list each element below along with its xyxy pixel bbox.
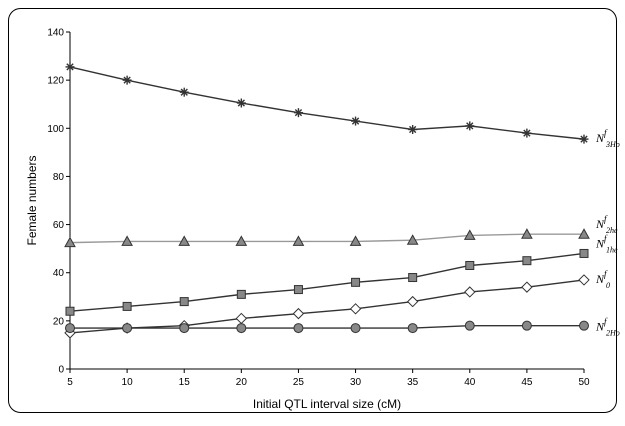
y-tick-label: 100 bbox=[47, 124, 64, 135]
data-point bbox=[236, 289, 246, 299]
data-point bbox=[293, 285, 303, 295]
data-point bbox=[407, 323, 418, 334]
x-tick-label: 40 bbox=[464, 377, 476, 388]
series-line bbox=[69, 252, 585, 312]
data-point bbox=[406, 295, 419, 308]
data-point bbox=[65, 323, 75, 334]
y-axis-title: Female numbers bbox=[25, 155, 39, 245]
data-point bbox=[406, 234, 419, 245]
data-point bbox=[292, 235, 305, 246]
x-tick-label: 20 bbox=[236, 377, 248, 388]
data-point bbox=[65, 306, 75, 316]
data-point bbox=[122, 323, 133, 334]
series-label-sup: f bbox=[604, 128, 608, 138]
y-tick-label: 80 bbox=[53, 172, 65, 183]
data-point bbox=[463, 229, 476, 240]
series-label-base: N bbox=[595, 131, 605, 145]
series-label-sup: f bbox=[604, 317, 608, 327]
series-label: Nf 2Ho bbox=[595, 317, 620, 338]
series-label: Nf 3Ho bbox=[595, 128, 620, 149]
series-label-sub: 1he bbox=[606, 245, 618, 254]
data-point bbox=[578, 274, 590, 286]
series-label: Nf 0 bbox=[595, 269, 610, 290]
data-point bbox=[122, 75, 132, 85]
data-point bbox=[179, 297, 189, 307]
series-label-base: N bbox=[595, 217, 605, 231]
data-point bbox=[521, 281, 533, 293]
data-point bbox=[578, 228, 590, 239]
series-label-sub: 3Ho bbox=[605, 140, 620, 149]
x-tick-label: 30 bbox=[350, 377, 362, 388]
data-point bbox=[522, 128, 532, 138]
data-point bbox=[64, 236, 76, 248]
series-label-base: N bbox=[595, 272, 605, 286]
data-point bbox=[465, 121, 475, 131]
data-point bbox=[522, 256, 532, 266]
data-point bbox=[579, 248, 589, 258]
x-tick-label: 45 bbox=[521, 377, 533, 388]
data-point bbox=[579, 134, 589, 144]
x-tick-label: 5 bbox=[67, 377, 73, 388]
data-point bbox=[236, 323, 247, 334]
data-point bbox=[121, 235, 133, 246]
series-label: Nf 1he bbox=[595, 233, 618, 254]
x-tick-label: 15 bbox=[179, 377, 191, 388]
data-point bbox=[293, 108, 303, 118]
series-line bbox=[69, 279, 585, 334]
data-point bbox=[521, 320, 532, 331]
data-point bbox=[465, 260, 475, 270]
data-point bbox=[179, 323, 190, 334]
series-label-sub: 2Ho bbox=[606, 329, 620, 338]
data-point bbox=[521, 228, 533, 239]
series-label-base: N bbox=[595, 236, 605, 250]
x-axis-title: Initial QTL interval size (cM) bbox=[253, 397, 401, 411]
data-point bbox=[178, 235, 191, 246]
series-layer bbox=[64, 62, 590, 339]
data-point bbox=[579, 320, 589, 331]
series-label-sup: f bbox=[604, 214, 608, 224]
data-point bbox=[122, 301, 132, 311]
series-label-sub: 2he bbox=[606, 226, 618, 235]
data-point bbox=[349, 303, 362, 315]
chart-border bbox=[8, 8, 617, 413]
series-label-sub: 0 bbox=[606, 281, 610, 290]
y-tick-label: 140 bbox=[47, 28, 64, 39]
series-label-sup: f bbox=[604, 233, 608, 243]
x-tick-label: 25 bbox=[293, 377, 305, 388]
axes: 0 20 40 60 80 100 120 140 5 10 15 20 25 30 35 40 45 50 bbox=[47, 28, 590, 389]
series-label: Nf 2he bbox=[595, 214, 618, 235]
data-point bbox=[236, 98, 246, 108]
y-tick-label: 40 bbox=[53, 268, 65, 279]
data-point bbox=[350, 323, 361, 334]
series-line bbox=[69, 233, 584, 244]
x-tick-label: 35 bbox=[407, 377, 419, 388]
y-tick-label: 0 bbox=[58, 365, 64, 376]
y-tick-label: 120 bbox=[47, 76, 64, 87]
data-point bbox=[293, 323, 304, 334]
data-point bbox=[408, 273, 418, 283]
data-point bbox=[235, 235, 248, 246]
series-label-base: N bbox=[595, 320, 605, 334]
series-line bbox=[69, 66, 585, 140]
data-point bbox=[351, 116, 361, 126]
data-point bbox=[179, 87, 189, 97]
series-label-sup: f bbox=[604, 269, 608, 279]
data-point bbox=[464, 286, 476, 298]
data-point bbox=[349, 235, 362, 246]
data-point bbox=[464, 320, 475, 331]
data-point bbox=[292, 307, 305, 320]
series-line bbox=[70, 324, 584, 329]
x-tick-label: 50 bbox=[578, 377, 590, 388]
data-point bbox=[408, 124, 418, 134]
x-tick-label: 10 bbox=[122, 377, 134, 388]
data-point bbox=[351, 277, 361, 287]
data-point bbox=[65, 62, 75, 72]
y-tick-label: 20 bbox=[53, 316, 65, 327]
y-tick-label: 60 bbox=[53, 220, 65, 231]
